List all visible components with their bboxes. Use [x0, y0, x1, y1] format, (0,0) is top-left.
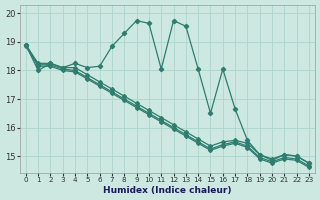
X-axis label: Humidex (Indice chaleur): Humidex (Indice chaleur): [103, 186, 232, 195]
